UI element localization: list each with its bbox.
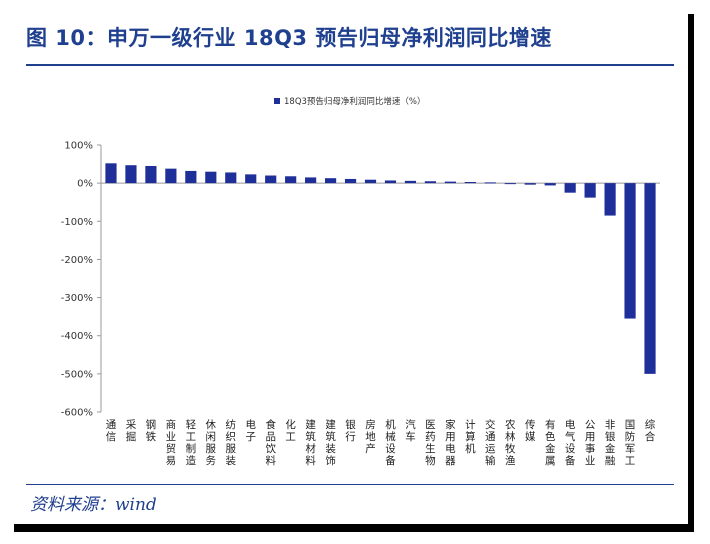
bar	[344, 178, 357, 184]
x-tick-label: 传媒	[525, 419, 536, 443]
y-tick-label: -300%	[61, 293, 93, 304]
x-tick-label: 银行	[345, 418, 356, 443]
y-tick-label: -500%	[61, 369, 93, 380]
figure-page: 图 10：申万一级行业 18Q3 预告归母净利润同比增速 18Q3预告归母净利润…	[8, 8, 688, 524]
y-tick-label: 0%	[77, 179, 93, 190]
x-tick-label: 有色金属	[545, 418, 556, 467]
bar	[484, 182, 496, 184]
x-tick-label: 计算机	[465, 418, 476, 455]
x-tick-label: 公用事业	[585, 419, 596, 467]
x-tick-label: 汽车	[405, 418, 416, 443]
x-tick-label: 电气设备	[565, 418, 576, 467]
figure-title: 图 10：申万一级行业 18Q3 预告归母净利润同比增速	[26, 26, 552, 50]
bar	[584, 183, 596, 198]
x-tick-label: 建筑装饰	[325, 418, 336, 467]
bar-chart: 18Q3预告归母净利润同比增速（%） 100% 0% -100% -200% -300%…	[61, 96, 660, 467]
y-tick-label: -200%	[61, 255, 93, 266]
bar	[364, 179, 377, 184]
bar	[265, 175, 277, 184]
y-tick-label: -100%	[61, 217, 93, 228]
y-tick-label: 100%	[64, 141, 93, 152]
bar	[145, 165, 157, 184]
bar	[285, 176, 297, 184]
bar	[444, 181, 456, 184]
bar	[524, 183, 536, 185]
bar	[245, 174, 257, 184]
legend-label: 18Q3预告归母净利润同比增速（%）	[284, 96, 426, 107]
x-tick-label: 家用电器	[445, 418, 456, 467]
x-tick-label: 国防军工	[625, 419, 636, 467]
source-note: 资料来源：wind	[30, 495, 157, 515]
bar	[564, 183, 576, 193]
x-tick-label: 建筑材料	[305, 418, 316, 467]
bar	[464, 181, 476, 184]
x-tick-label: 综合	[645, 418, 656, 443]
title-rule	[26, 64, 674, 66]
x-tick-label: 通信	[106, 419, 117, 443]
bar	[384, 180, 397, 184]
bar	[644, 183, 656, 374]
x-tick-label: 医药生物	[425, 419, 436, 467]
bar	[105, 163, 117, 184]
x-tick-label: 电子	[245, 418, 256, 443]
bar	[324, 178, 337, 184]
x-tick-label: 化工	[285, 418, 296, 443]
x-tick-label: 农林牧渔	[505, 418, 516, 467]
source-rule	[26, 484, 674, 485]
bar	[404, 180, 417, 184]
bar	[624, 183, 636, 319]
bar	[424, 181, 437, 184]
x-tick-label: 纺织服装	[226, 418, 237, 467]
y-tick-label: -600%	[61, 408, 93, 419]
chart-legend: 18Q3预告归母净利润同比增速（%）	[274, 96, 426, 107]
x-tick-label: 机械设备	[385, 418, 396, 467]
bar	[225, 172, 237, 184]
bar	[125, 165, 137, 184]
x-tick-label: 休闲服务	[206, 419, 217, 467]
x-tick-label: 房地产	[365, 418, 376, 455]
x-tick-label: 交通运输	[485, 418, 496, 467]
bar	[205, 171, 217, 184]
bar	[544, 183, 556, 186]
bar	[305, 177, 317, 184]
x-tick-label: 非银金融	[605, 419, 616, 467]
x-tick-label: 食品饮料	[265, 418, 276, 467]
x-tick-label: 钢铁	[146, 418, 157, 443]
x-tick-label: 采掘	[126, 419, 137, 443]
bars	[105, 163, 656, 374]
x-tick-label: 轻工制造	[186, 418, 197, 467]
bar	[185, 170, 197, 184]
x-axis-labels: 通信采掘钢铁商业贸易轻工制造休闲服务纺织服装电子食品饮料化工建筑材料建筑装饰银行…	[106, 418, 656, 467]
y-tick-label: -400%	[61, 331, 93, 342]
bar	[604, 183, 616, 216]
bar	[165, 168, 177, 184]
x-tick-label: 商业贸易	[166, 418, 177, 467]
bar	[504, 183, 516, 185]
legend-swatch	[274, 98, 280, 104]
